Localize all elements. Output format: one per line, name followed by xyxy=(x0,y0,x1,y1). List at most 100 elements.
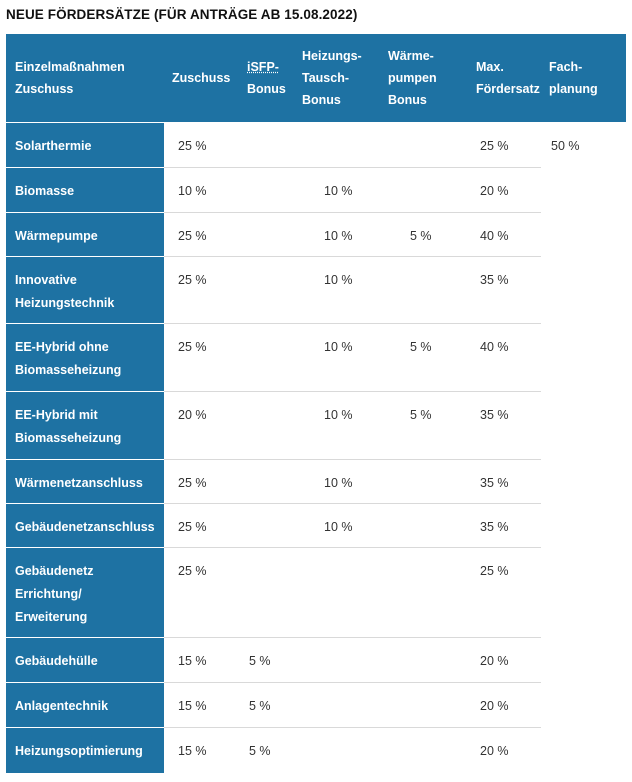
cell-max: 20 % xyxy=(468,682,541,728)
cell-waerme xyxy=(380,727,468,773)
cell-value: 10 % xyxy=(324,229,353,243)
header-heizungstausch-bonus: Heizungs- Tausch- Bonus xyxy=(294,34,380,123)
row-label-line: Heizungstechnik xyxy=(15,296,115,310)
header-line: iSFP- xyxy=(247,60,279,74)
row-label: Gebäudenetz Errichtung/Erweiterung xyxy=(6,547,164,638)
cell-isfp xyxy=(239,212,294,257)
cell-value: 25 % xyxy=(178,520,207,534)
row-label-line: Solarthermie xyxy=(15,139,92,153)
cell-value: 10 % xyxy=(324,408,353,422)
row-label-line: EE-Hybrid mit xyxy=(15,408,98,422)
cell-isfp: 5 % xyxy=(239,682,294,728)
cell-value: 25 % xyxy=(178,564,207,578)
cell-value: 35 % xyxy=(480,520,509,534)
cell-zuschuss: 25 % xyxy=(164,256,239,324)
cell-value: 40 % xyxy=(480,340,509,354)
table-row: Wärmenetzanschluss 25 % 10 % 35 % xyxy=(6,459,626,504)
row-label-line: Biomasse xyxy=(15,184,75,198)
cell-fach xyxy=(541,727,626,773)
cell-fach xyxy=(541,256,626,324)
cell-value: 10 % xyxy=(324,520,353,534)
row-label-line: Errichtung/ xyxy=(15,587,82,601)
header-waermepumpen-bonus: Wärme-pumpen Bonus xyxy=(380,34,468,123)
cell-isfp xyxy=(239,256,294,324)
row-label: Wärmepumpe xyxy=(6,212,164,257)
cell-value: 25 % xyxy=(178,273,207,287)
row-label: Anlagentechnik xyxy=(6,682,164,728)
cell-value: 25 % xyxy=(178,476,207,490)
cell-value: 10 % xyxy=(324,273,353,287)
row-label-line: Heizungsoptimierung xyxy=(15,744,143,758)
table-row: Wärmepumpe 25 % 10 % 5 % 40 % xyxy=(6,212,626,257)
cell-waerme xyxy=(380,503,468,548)
cell-tausch: 10 % xyxy=(294,167,380,213)
cell-value: 20 % xyxy=(178,408,207,422)
table-row: Heizungsoptimierung 15 % 5 % 20 % xyxy=(6,727,626,773)
row-label-line: Wärmepumpe xyxy=(15,229,98,243)
table-row: Innovative Heizungstechnik 25 % 10 % 35 % xyxy=(6,256,626,324)
cell-value: 5 % xyxy=(249,654,271,668)
cell-max: 35 % xyxy=(468,459,541,504)
cell-zuschuss: 25 % xyxy=(164,459,239,504)
cell-waerme: 5 % xyxy=(380,212,468,257)
cell-tausch: 10 % xyxy=(294,503,380,548)
cell-zuschuss: 15 % xyxy=(164,682,239,728)
cell-tausch: 10 % xyxy=(294,256,380,324)
cell-waerme xyxy=(380,167,468,213)
cell-zuschuss: 25 % xyxy=(164,122,239,168)
table-row: Solarthermie 25 % 25 % 50 % xyxy=(6,122,626,168)
cell-max: 25 % xyxy=(468,547,541,638)
cell-max: 35 % xyxy=(468,256,541,324)
row-label: Gebäudehülle xyxy=(6,637,164,683)
cell-isfp: 5 % xyxy=(239,727,294,773)
cell-value: 10 % xyxy=(178,184,207,198)
row-label-line: Anlagentechnik xyxy=(15,699,109,713)
cell-tausch xyxy=(294,637,380,683)
cell-value: 20 % xyxy=(480,699,509,713)
cell-value: 5 % xyxy=(410,340,432,354)
cell-value: 35 % xyxy=(480,476,509,490)
cell-zuschuss: 25 % xyxy=(164,547,239,638)
header-line: Fach- xyxy=(549,60,583,74)
cell-tausch xyxy=(294,682,380,728)
row-label-line: EE-Hybrid ohne xyxy=(15,340,109,354)
row-label-line: Biomasseheizung xyxy=(15,363,122,377)
table-row: Gebäudenetzanschluss 25 % 10 % 35 % xyxy=(6,503,626,548)
cell-fach xyxy=(541,637,626,683)
cell-value: 5 % xyxy=(249,744,271,758)
header-line: planung xyxy=(549,82,598,96)
cell-waerme xyxy=(380,256,468,324)
cell-value: 5 % xyxy=(249,699,271,713)
cell-max: 35 % xyxy=(468,503,541,548)
cell-value: 25 % xyxy=(178,340,207,354)
table-row: Biomasse 10 % 10 % 20 % xyxy=(6,167,626,213)
cell-fach xyxy=(541,547,626,638)
cell-value: 15 % xyxy=(178,699,207,713)
row-label: Innovative Heizungstechnik xyxy=(6,256,164,324)
row-label-line: Biomasseheizung xyxy=(15,431,122,445)
cell-zuschuss: 25 % xyxy=(164,323,239,392)
cell-max: 20 % xyxy=(468,727,541,773)
cell-waerme xyxy=(380,459,468,504)
header-line: Bonus xyxy=(388,93,427,107)
cell-value: 15 % xyxy=(178,654,207,668)
cell-max: 35 % xyxy=(468,391,541,460)
row-label-line: Gebäudenetz xyxy=(15,564,94,578)
cell-value: 10 % xyxy=(324,476,353,490)
row-label-line: Gebäudehülle xyxy=(15,654,98,668)
header-line: Zuschuss xyxy=(15,82,74,96)
row-label-line: Wärmenetzanschluss xyxy=(15,476,143,490)
cell-isfp xyxy=(239,503,294,548)
table-row: Anlagentechnik 15 % 5 % 20 % xyxy=(6,682,626,728)
cell-waerme: 5 % xyxy=(380,391,468,460)
header-line: Einzelmaßnahmen xyxy=(15,60,125,74)
cell-max: 20 % xyxy=(468,167,541,213)
cell-fach xyxy=(541,212,626,257)
cell-value: 25 % xyxy=(178,229,207,243)
cell-value: 5 % xyxy=(410,229,432,243)
header-fachplanung: Fach-planung xyxy=(541,34,626,123)
cell-fach xyxy=(541,167,626,213)
table-row: Gebäudenetz Errichtung/Erweiterung 25 % 25 … xyxy=(6,547,626,638)
header-line: Wärme- xyxy=(388,49,434,63)
header-max-foerdersatz: Max. Fördersatz xyxy=(468,34,541,123)
